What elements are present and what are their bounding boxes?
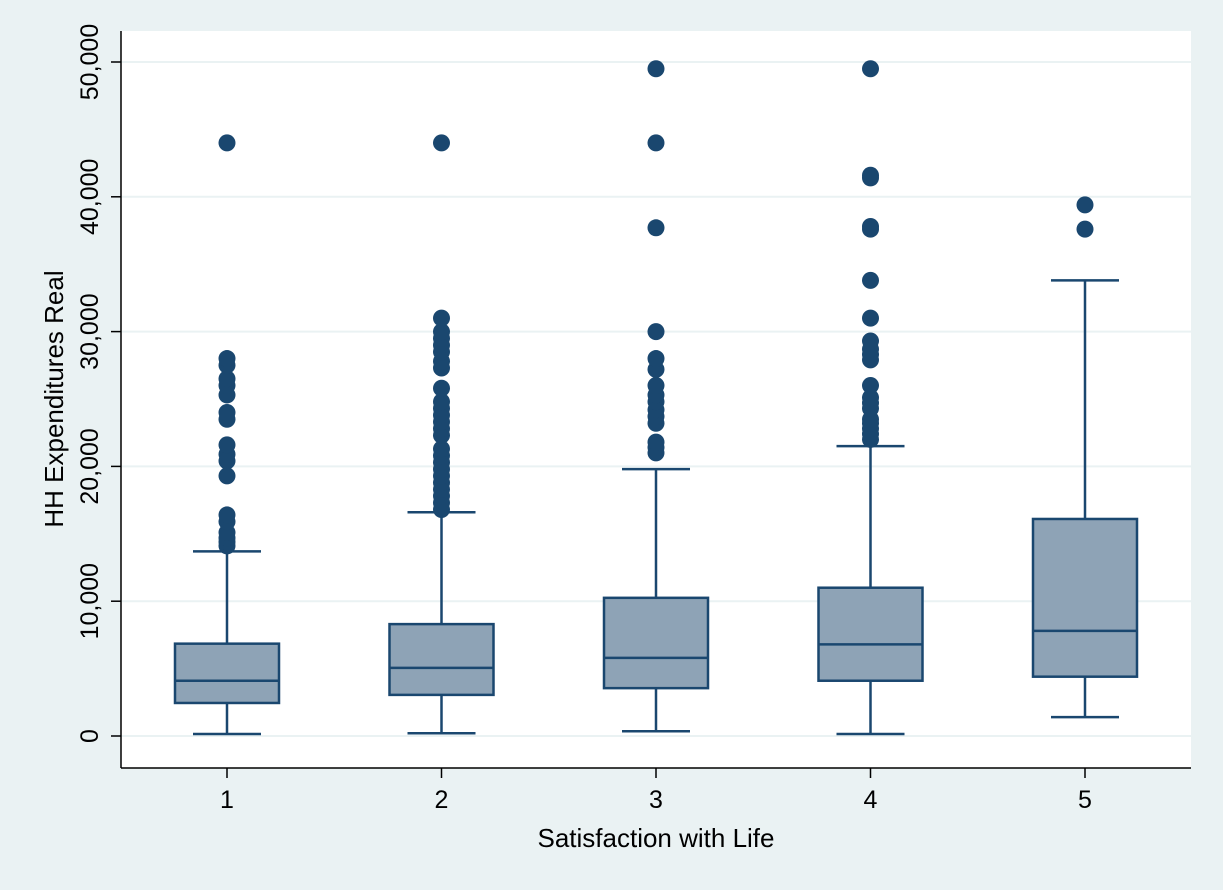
x-tick-label: 5 <box>1078 786 1092 814</box>
outlier-point <box>1076 196 1094 214</box>
outlier-point <box>1076 220 1094 238</box>
outlier-point <box>647 134 665 152</box>
outlier-point <box>218 370 236 388</box>
y-tick-label: 10,000 <box>76 563 104 639</box>
outlier-point <box>647 377 665 395</box>
outlier-point <box>862 166 879 184</box>
y-tick-label: 40,000 <box>76 159 104 235</box>
x-tick-label: 3 <box>649 786 663 814</box>
box-group-4 <box>817 444 924 736</box>
iqr-box <box>1031 517 1139 678</box>
x-axis-label: Satisfaction with Life <box>537 823 774 853</box>
iqr-box <box>173 642 281 705</box>
x-tick-label: 1 <box>220 786 234 814</box>
outlier-point <box>647 60 665 78</box>
iqr-box <box>817 586 924 682</box>
outlier-point <box>433 323 450 341</box>
iqr-box <box>388 622 495 697</box>
y-tick-label: 50,000 <box>76 24 104 100</box>
outlier-point <box>647 433 665 451</box>
outlier-point <box>218 436 236 454</box>
outlier-point <box>862 332 879 350</box>
y-tick-label: 30,000 <box>76 293 104 369</box>
outlier-point <box>647 350 665 368</box>
y-tick-label: 0 <box>76 729 104 743</box>
outlier-point <box>862 217 879 235</box>
box-group-1 <box>173 550 281 736</box>
y-tick-label: 20,000 <box>76 428 104 504</box>
box-group-5 <box>1031 279 1139 719</box>
outlier-point <box>647 219 665 237</box>
outlier-point <box>218 467 236 485</box>
box-group-2 <box>388 510 495 735</box>
outlier-point <box>862 60 879 78</box>
outliers <box>218 60 1094 555</box>
outlier-point <box>433 393 450 411</box>
y-axis-label: HH Expenditures Real <box>39 270 69 527</box>
outlier-point <box>862 389 879 407</box>
outlier-point <box>218 350 236 368</box>
outlier-point <box>218 134 236 152</box>
outlier-point <box>862 377 879 395</box>
x-axis-ticks: 1 2 3 4 5 <box>220 768 1092 814</box>
x-tick-label: 4 <box>864 786 878 814</box>
boxes <box>173 279 1139 736</box>
outlier-point <box>433 379 450 397</box>
outlier-point <box>218 506 236 524</box>
outlier-point <box>433 134 450 152</box>
box-group-3 <box>602 467 710 733</box>
outlier-point <box>862 309 879 327</box>
outlier-point <box>218 403 236 421</box>
x-tick-label: 2 <box>435 786 449 814</box>
iqr-box <box>602 596 710 690</box>
outlier-point <box>862 271 879 289</box>
outlier-point <box>433 440 450 458</box>
y-axis-ticks: 0 10,000 20,000 30,000 40,000 50,000 <box>76 24 121 743</box>
outlier-point <box>433 309 450 327</box>
outlier-point <box>647 323 665 341</box>
